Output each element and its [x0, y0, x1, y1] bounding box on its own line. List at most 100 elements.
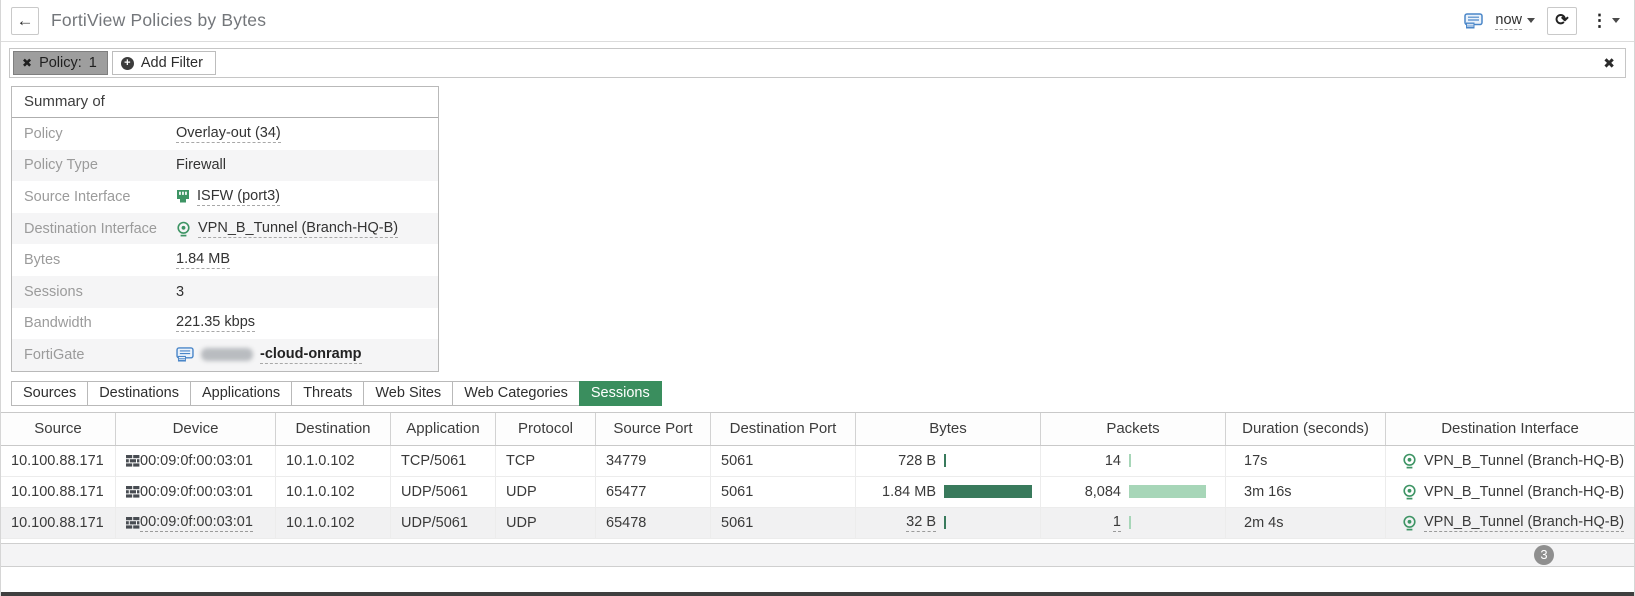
cell-text: TCP — [506, 452, 535, 469]
column-header-application[interactable]: Application — [391, 412, 496, 445]
tunnel-icon — [1402, 453, 1417, 469]
packets-bar — [1129, 454, 1131, 468]
time-range-dropdown[interactable]: now — [1495, 12, 1535, 30]
destination-interface-name[interactable]: VPN_B_Tunnel (Branch-HQ-B) — [1424, 452, 1625, 469]
cell-packets: 1 — [1041, 507, 1226, 538]
destination-interface-name[interactable]: VPN_B_Tunnel (Branch-HQ-B) — [1424, 483, 1625, 500]
cell-text: 65478 — [606, 514, 647, 531]
bytes-bar-track — [944, 516, 1032, 530]
column-header-bytes[interactable]: Bytes — [856, 412, 1041, 445]
summary-row-value: Overlay-out (34) — [176, 125, 281, 143]
summary-value-text[interactable]: -cloud-onramp — [260, 345, 362, 364]
cell-source: 10.100.88.171 — [1, 507, 116, 538]
cell-source_port: 65478 — [596, 507, 711, 538]
tab-sessions[interactable]: Sessions — [578, 380, 662, 406]
column-header-duration[interactable]: Duration (seconds) — [1226, 412, 1386, 445]
cell-source_port: 34779 — [596, 445, 711, 476]
tab-web-sites[interactable]: Web Sites — [363, 380, 453, 406]
bytes-bar-track — [944, 485, 1032, 499]
plus-icon: + — [120, 56, 134, 70]
cell-text: UDP/5061 — [401, 514, 468, 531]
fortigate-icon — [1464, 12, 1484, 29]
add-filter-button[interactable]: + Add Filter — [111, 51, 216, 75]
column-header-source[interactable]: Source — [1, 412, 116, 445]
refresh-button[interactable]: ⟳ — [1547, 6, 1577, 35]
bytes-value: 728 B — [898, 452, 936, 469]
fortigate-icon — [176, 347, 194, 362]
cell-text: UDP — [506, 514, 537, 531]
summary-value-text[interactable]: 221.35 kbps — [176, 314, 256, 333]
cell-source_port: 65477 — [596, 476, 711, 507]
tunnel-icon — [176, 221, 191, 237]
packets-bar — [1129, 485, 1207, 499]
device-mac: 00:09:0f:00:03:01 — [140, 483, 253, 500]
cell-text: 10.1.0.102 — [286, 514, 355, 531]
top-bar: ← FortiView Policies by Bytes now ⟳ ⋮ — [1, 0, 1634, 42]
tunnel-icon — [1402, 515, 1417, 531]
summary-value-text[interactable]: VPN_B_Tunnel (Branch-HQ-B) — [198, 219, 399, 238]
cell-destination_port: 5061 — [711, 507, 856, 538]
device-icon — [126, 454, 140, 467]
cell-source: 10.100.88.171 — [1, 476, 116, 507]
table-header-row: Source Device Destination Application Protoc… — [1, 411, 1634, 446]
policy-filter-chip[interactable]: ✖ Policy: 1 — [13, 51, 108, 75]
redacted-text — [201, 348, 253, 362]
ellipsis-icon: ⋮ — [1591, 10, 1608, 30]
table-row[interactable]: 10.100.88.171 00:09:0f:00:03:01 10.1.0.102… — [1, 445, 1634, 477]
chevron-down-icon — [1527, 18, 1535, 23]
cell-text: 5061 — [721, 514, 754, 531]
view-tabs: Sources Destinations Applications Threats We… — [11, 380, 1634, 406]
summary-value-text[interactable]: 1.84 MB — [176, 251, 230, 270]
packets-value: 8,084 — [1084, 483, 1121, 500]
cell-destination: 10.1.0.102 — [276, 445, 391, 476]
column-header-destination[interactable]: Destination — [276, 412, 391, 445]
cell-text: 65477 — [606, 483, 647, 500]
column-header-packets[interactable]: Packets — [1041, 412, 1226, 445]
cell-destination_interface: VPN_B_Tunnel (Branch-HQ-B) — [1386, 508, 1634, 538]
summary-value-text[interactable]: Overlay-out (34) — [176, 124, 281, 143]
cell-text: 10.100.88.171 — [11, 452, 104, 469]
cell-device: 00:09:0f:00:03:01 — [116, 507, 276, 538]
more-menu-button[interactable]: ⋮ — [1589, 11, 1622, 31]
cell-text: 3m 16s — [1244, 483, 1292, 500]
cell-protocol: UDP — [496, 507, 596, 538]
window-bottom-edge — [1, 592, 1634, 596]
column-header-device[interactable]: Device — [116, 412, 276, 445]
tab-applications[interactable]: Applications — [190, 380, 292, 406]
bytes-bar — [944, 454, 946, 468]
cell-application: UDP/5061 — [391, 507, 496, 538]
tab-web-categories[interactable]: Web Categories — [452, 380, 579, 406]
bytes-value: 32 B — [906, 513, 936, 532]
summary-row-value: 221.35 kbps — [176, 314, 256, 333]
bytes-bar — [944, 485, 1032, 499]
column-header-destination_port[interactable]: Destination Port — [711, 412, 856, 445]
cell-duration: 3m 16s — [1226, 476, 1386, 507]
cell-protocol: UDP — [496, 476, 596, 507]
remove-filter-icon[interactable]: ✖ — [22, 55, 33, 70]
column-header-source_port[interactable]: Source Port — [596, 412, 711, 445]
back-button[interactable]: ← — [11, 6, 39, 35]
column-header-destination_interface[interactable]: Destination Interface — [1441, 420, 1579, 438]
tab-sources[interactable]: Sources — [11, 380, 88, 406]
packets-bar-track — [1129, 485, 1217, 499]
table-row[interactable]: 10.100.88.171 00:09:0f:00:03:01 10.1.0.102… — [1, 507, 1634, 539]
summary-row: Destination Interface VPN_B_Tunnel (Branc… — [12, 212, 438, 245]
tab-destinations[interactable]: Destinations — [87, 380, 190, 406]
packets-bar-track — [1129, 516, 1217, 530]
tab-threats[interactable]: Threats — [291, 380, 364, 406]
summary-value-text[interactable]: ISFW (port3) — [197, 187, 280, 206]
filter-chip-value: 1 — [88, 54, 97, 71]
table-row[interactable]: 10.100.88.171 00:09:0f:00:03:01 10.1.0.102… — [1, 476, 1634, 508]
summary-row-value: 3 — [176, 284, 184, 300]
summary-row-label: Sessions — [24, 283, 83, 300]
cell-text: 17s — [1244, 452, 1268, 469]
filter-chip-label: Policy: — [39, 54, 82, 71]
close-filter-bar-icon[interactable]: ✖ — [1603, 54, 1615, 71]
cell-destination_interface: VPN_B_Tunnel (Branch-HQ-B) — [1386, 446, 1634, 476]
packets-value: 1 — [1112, 513, 1121, 532]
tunnel-icon — [1402, 484, 1417, 500]
sessions-table: Source Device Destination Application Protoc… — [1, 411, 1634, 539]
column-header-protocol[interactable]: Protocol — [496, 412, 596, 445]
topbar-actions: now ⟳ ⋮ — [1464, 6, 1622, 35]
destination-interface-name[interactable]: VPN_B_Tunnel (Branch-HQ-B) — [1424, 513, 1625, 532]
